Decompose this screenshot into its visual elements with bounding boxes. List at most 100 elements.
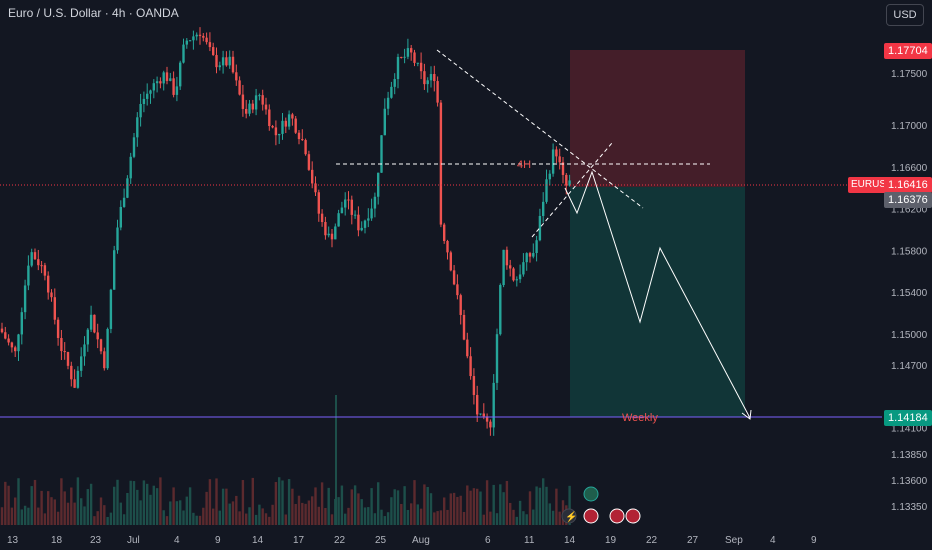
candle-body [231,56,235,73]
candle-body [476,394,479,415]
candle-body [466,339,469,357]
candle-body [287,114,291,127]
candle-body [20,312,23,335]
volume-bar [551,510,555,525]
volume-bar [155,488,159,525]
flash-icon[interactable] [561,508,577,524]
volume-bar [449,493,452,525]
volume-bar [50,497,53,525]
candle-body [264,104,268,110]
candle-body [258,95,261,97]
volume-bar [495,513,499,525]
candle-body [235,72,238,81]
volume-bar [96,511,99,525]
volume-bar [99,497,103,525]
volume-bar [70,487,73,525]
volume-bar [212,508,215,525]
us-flag-event-icon[interactable] [609,508,625,524]
volume-bar [297,495,301,525]
volume-bar [311,496,314,525]
volume-bar [456,496,459,525]
volume-bar [426,486,429,525]
volume-bar [271,504,274,525]
volume-bar [462,512,466,525]
volume-bar [106,516,109,525]
volume-bar [350,489,353,525]
volume-bar [307,500,311,525]
volume-bar [258,504,261,525]
candle-body [393,79,396,87]
candle-body [126,178,129,198]
time-axis[interactable] [0,527,882,550]
candle-body [340,207,344,214]
descending-trendline[interactable] [436,49,644,209]
candle-body [294,118,297,133]
volume-bar [512,509,515,525]
volume-bar [335,395,337,525]
candle-body [297,132,301,140]
time-tick-label: 23 [90,535,102,546]
symbol-title[interactable]: Euro / U.S. Dollar · 4h · OANDA [8,6,179,20]
candle-body [132,137,136,157]
candle-body [215,55,218,68]
candle-body [103,351,106,369]
volume-bar [472,488,476,525]
candle-body [330,233,334,240]
candle-body [429,74,433,81]
volume-bar [278,477,281,525]
candle-body [311,169,314,184]
volume-bar [37,507,40,525]
candle-body [459,295,462,315]
volume-bar [367,507,370,525]
candle-body [403,56,406,58]
candle-body [89,314,93,330]
volume-bar [76,477,80,525]
volume-bar [393,489,396,525]
volume-bar [14,497,17,525]
candle-body [383,108,386,136]
us-flag-event-icon[interactable] [625,508,641,524]
candle-body [10,342,14,348]
volume-bar [294,503,297,525]
volume-bar [221,488,225,525]
volume-bar [188,487,192,525]
take-profit-zone[interactable] [570,187,745,417]
us-flag-event-icon[interactable] [583,508,599,524]
candle-body [419,62,423,72]
price-tick-label: 1.13850 [891,450,928,461]
eu-flag-event-icon[interactable] [583,486,599,502]
projection-path[interactable] [564,170,751,419]
candle-body [281,120,284,134]
candle-body [238,80,241,95]
price-tick-label: 1.15400 [891,288,928,299]
candle-body [122,197,126,207]
time-tick-label: Jul [127,535,140,546]
price-axis[interactable] [882,0,932,550]
candle-body [40,265,43,267]
volume-bar [60,478,63,525]
volume-bar [93,516,96,525]
candle-body [512,268,515,281]
volume-bar [30,486,33,525]
candle-body [400,56,403,58]
volume-bar [0,507,4,525]
candle-body [380,135,383,173]
volume-bar [185,496,188,525]
currency-button[interactable]: USD [886,4,924,26]
volume-bar [264,513,268,525]
candle-body [37,259,40,266]
candle-body [162,72,165,84]
candle-body [284,120,287,127]
time-tick-label: 18 [51,535,63,546]
stop-loss-zone[interactable] [570,50,745,187]
volume-bar [509,502,512,525]
4h-label: 4H [517,159,531,171]
price-tick-label: 1.13350 [891,502,928,513]
volume-bar [89,483,93,525]
volume-bar [396,490,400,525]
volume-bar [419,508,423,525]
candle-body [317,192,320,214]
candle-body [33,252,37,260]
